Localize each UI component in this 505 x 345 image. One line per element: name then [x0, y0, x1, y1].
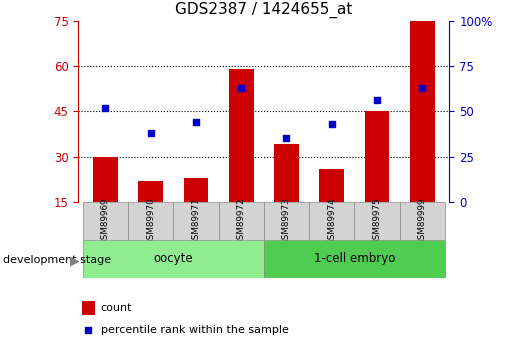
Text: GSM89972: GSM89972 [237, 197, 246, 245]
FancyBboxPatch shape [355, 202, 399, 240]
Point [237, 85, 245, 90]
Bar [319, 169, 344, 202]
Point [328, 121, 336, 127]
FancyBboxPatch shape [264, 202, 309, 240]
FancyBboxPatch shape [128, 202, 173, 240]
Text: GSM89970: GSM89970 [146, 197, 155, 245]
Bar [274, 145, 299, 202]
Point [192, 119, 200, 125]
Bar [410, 21, 435, 202]
FancyBboxPatch shape [264, 240, 445, 278]
Point [282, 136, 290, 141]
Bar [93, 157, 118, 202]
Point [418, 85, 426, 90]
Text: GSM89974: GSM89974 [327, 197, 336, 245]
Text: GSM89973: GSM89973 [282, 197, 291, 245]
Bar [82, 301, 95, 315]
FancyBboxPatch shape [399, 202, 445, 240]
Point [146, 130, 155, 136]
FancyBboxPatch shape [173, 202, 219, 240]
Bar [183, 178, 209, 202]
Text: GSM89969: GSM89969 [101, 197, 110, 245]
FancyBboxPatch shape [83, 202, 128, 240]
Text: oocyte: oocyte [154, 252, 193, 265]
Point [84, 327, 92, 333]
Text: ▶: ▶ [70, 254, 79, 267]
Bar [229, 69, 254, 202]
Text: 1-cell embryo: 1-cell embryo [314, 252, 395, 265]
Text: GSM89999: GSM89999 [418, 197, 427, 245]
Bar [365, 111, 389, 202]
Point [373, 98, 381, 103]
Text: GSM89971: GSM89971 [191, 197, 200, 245]
Point [102, 105, 110, 110]
Text: count: count [100, 303, 132, 313]
FancyBboxPatch shape [219, 202, 264, 240]
FancyBboxPatch shape [83, 240, 264, 278]
FancyBboxPatch shape [309, 202, 355, 240]
Text: GSM89975: GSM89975 [373, 197, 381, 245]
Title: GDS2387 / 1424655_at: GDS2387 / 1424655_at [175, 2, 352, 18]
Bar [138, 181, 163, 202]
Text: percentile rank within the sample: percentile rank within the sample [100, 325, 288, 335]
Text: development stage: development stage [3, 256, 111, 265]
